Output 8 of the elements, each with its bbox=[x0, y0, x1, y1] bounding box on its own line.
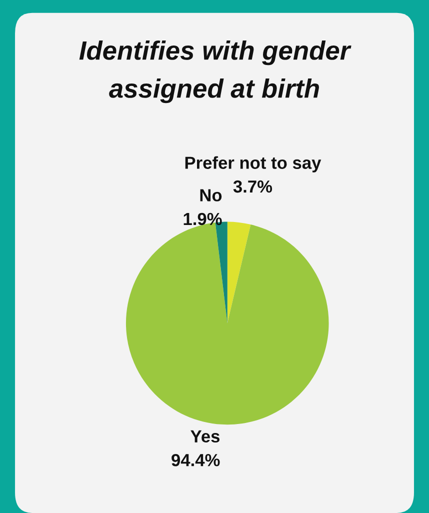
data-label: 94.4% bbox=[172, 454, 220, 466]
pie-slice bbox=[227, 222, 251, 324]
data-label: 1.9% bbox=[184, 212, 222, 226]
slice-label: Yes bbox=[190, 430, 220, 443]
data-label: 3.7% bbox=[233, 180, 272, 193]
slice-label: Prefer not to say bbox=[185, 156, 322, 172]
slice-label: No bbox=[200, 189, 222, 202]
chart-title: Identifies with gender assigned at birth bbox=[79, 40, 352, 104]
